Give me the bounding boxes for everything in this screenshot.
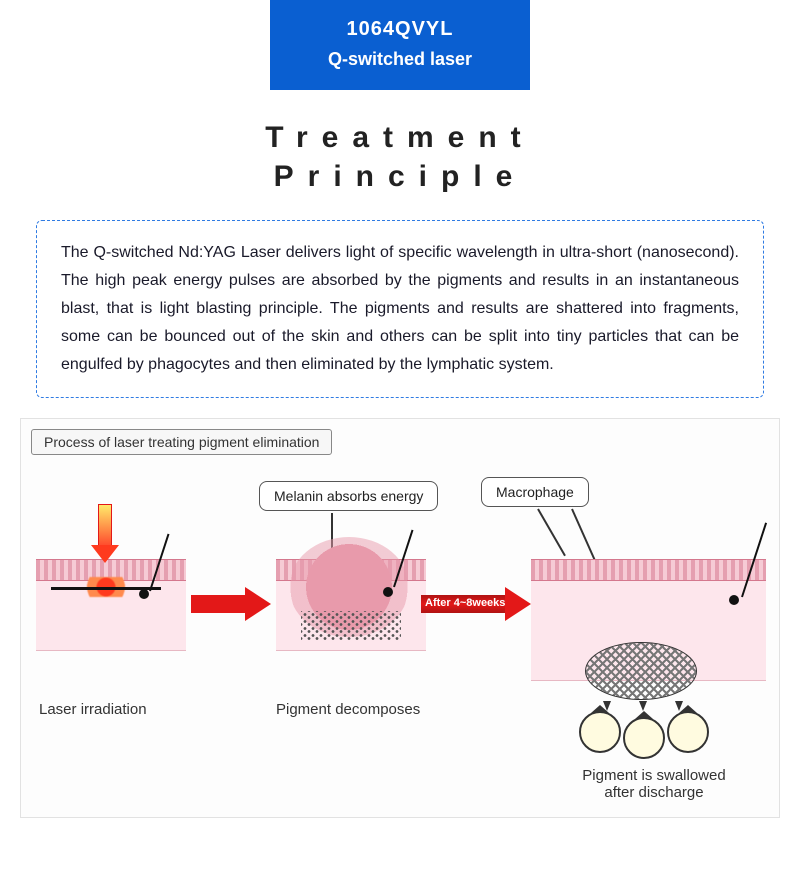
stage2-follicle bbox=[383, 587, 393, 597]
stage3-epidermis bbox=[531, 559, 766, 581]
product-model: 1064QVYL bbox=[282, 18, 518, 41]
process-diagram: Process of laser treating pigment elimin… bbox=[20, 418, 780, 818]
stage2-caption: Pigment decomposes bbox=[276, 701, 420, 718]
pigment-fragments-icon bbox=[301, 611, 401, 641]
stage3-caption: Pigment is swallowed after discharge bbox=[569, 767, 739, 801]
product-subtitle: Q-switched laser bbox=[282, 49, 518, 70]
description-text: The Q-switched Nd:YAG Laser delivers lig… bbox=[61, 244, 739, 373]
callout-macrophage-lead-1 bbox=[537, 509, 566, 557]
arrow-stage1to2-icon bbox=[191, 587, 271, 621]
section-title: Treatment Principle bbox=[0, 118, 800, 196]
stage3-follicle bbox=[729, 595, 739, 605]
description-box: The Q-switched Nd:YAG Laser delivers lig… bbox=[36, 220, 764, 398]
laser-down-arrow-icon bbox=[91, 505, 119, 565]
process-title: Process of laser treating pigment elimin… bbox=[44, 434, 319, 450]
callout-melanin: Melanin absorbs energy bbox=[259, 481, 438, 511]
phagocyte-1-icon bbox=[579, 711, 621, 753]
product-badge: 1064QVYL Q-switched laser bbox=[270, 0, 530, 90]
stage1-skin bbox=[36, 559, 186, 651]
stage1-caption: Laser irradiation bbox=[39, 701, 147, 718]
arrow-time-label: After 4~8weeks bbox=[425, 597, 505, 609]
callout-macrophage: Macrophage bbox=[481, 477, 589, 507]
stage1-follicle bbox=[139, 589, 149, 599]
small-arrow-2 bbox=[639, 701, 647, 711]
macrophage-cluster-icon bbox=[586, 643, 696, 699]
phagocyte-3-icon bbox=[667, 711, 709, 753]
section-title-line1: Treatment bbox=[0, 118, 800, 157]
stage1-pigment-line bbox=[51, 587, 161, 590]
phagocyte-2-icon bbox=[623, 717, 665, 759]
arrow-stage2to3-icon: After 4~8weeks bbox=[421, 587, 531, 621]
section-title-line2: Principle bbox=[0, 157, 800, 196]
process-title-box: Process of laser treating pigment elimin… bbox=[31, 429, 332, 455]
